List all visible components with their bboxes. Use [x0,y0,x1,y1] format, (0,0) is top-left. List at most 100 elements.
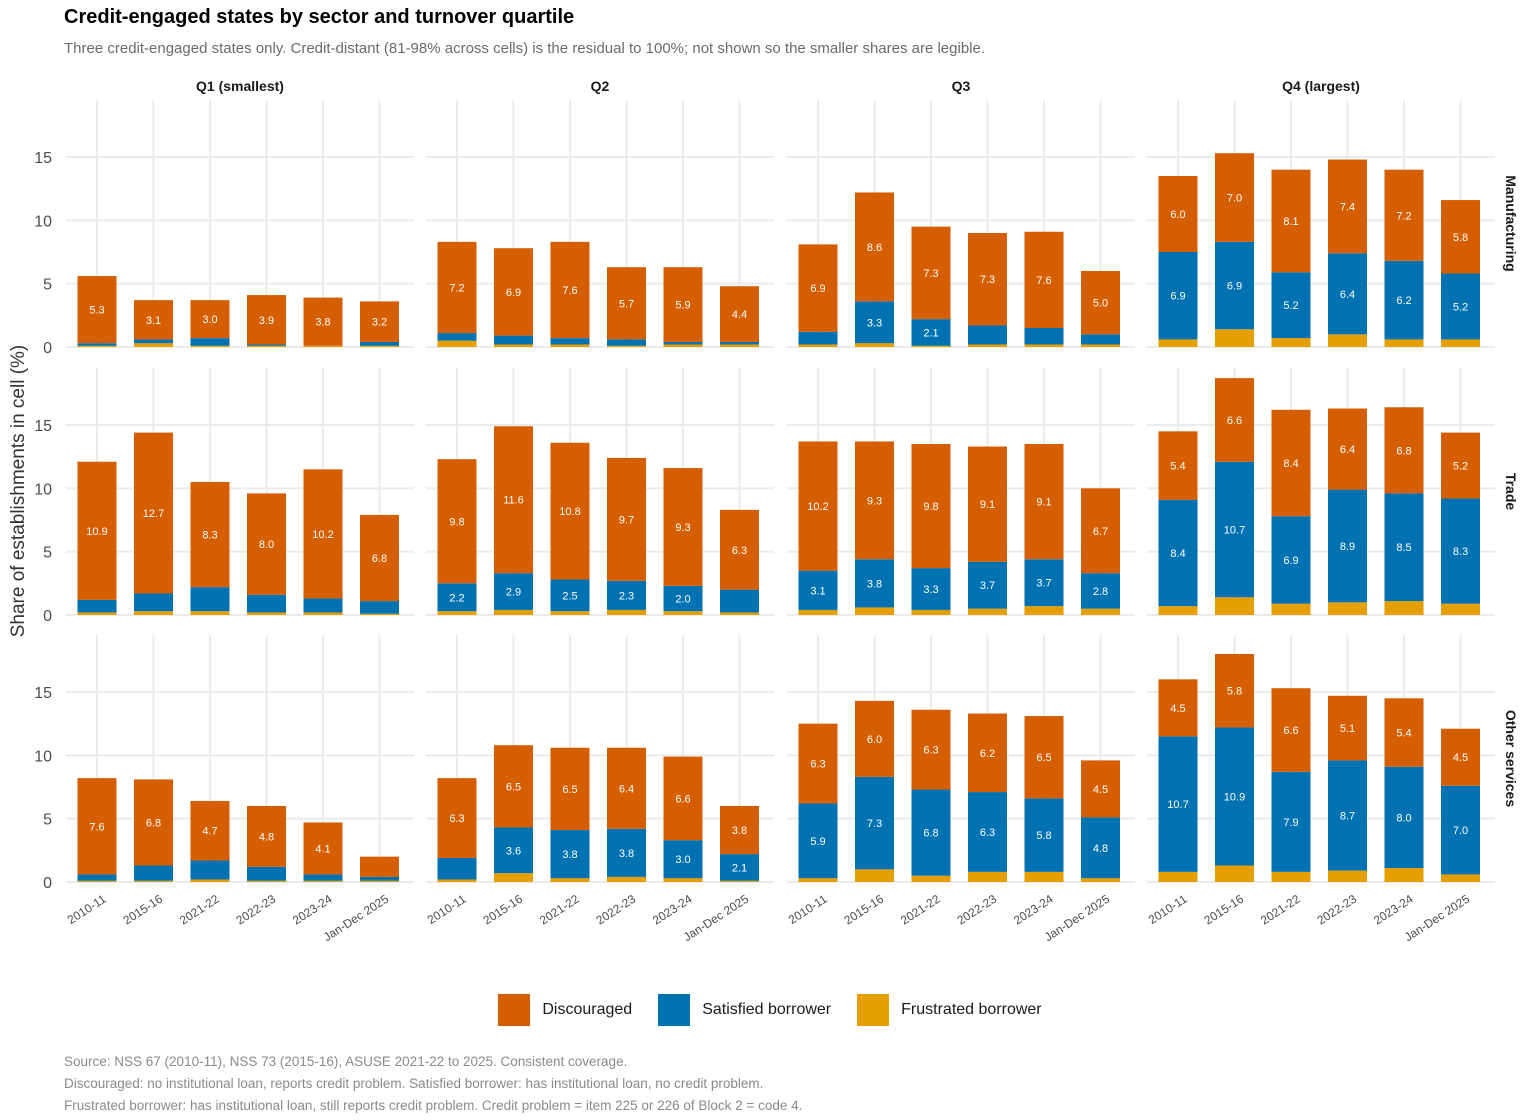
data-label-satisfied-borrower: 3.8 [619,848,634,860]
data-label-discouraged: 5.3 [89,305,104,317]
bar-frustrated-borrower-other-services-q1-smallest [77,880,117,882]
bar-satisfied-borrower-trade-q2 [437,583,477,612]
data-label-discouraged: 4.5 [1093,784,1108,796]
bar-frustrated-borrower-trade-q3 [1024,606,1064,615]
legend-label-discouraged: Discouraged [542,1001,633,1018]
data-label-discouraged: 7.4 [1340,201,1355,213]
footer-notes: Source: NSS 67 (2010-11), NSS 73 (2015-1… [64,1051,802,1117]
data-label-satisfied-borrower: 3.3 [923,584,938,596]
data-label-discouraged: 6.9 [810,283,825,295]
bar-discouraged-manufacturing-q3 [855,192,894,302]
data-label-discouraged: 10.2 [807,501,828,513]
bar-discouraged-other-services-q4-largest [1271,688,1311,772]
bar-satisfied-borrower-other-services-q2 [663,840,703,879]
data-label-satisfied-borrower: 5.2 [1283,300,1298,312]
bar-satisfied-borrower-manufacturing-q4-largest [1215,241,1254,330]
bar-frustrated-borrower-trade-q3 [911,609,951,615]
data-label-discouraged: 7.3 [980,274,995,286]
bar-satisfied-borrower-trade-q4-largest [1384,493,1424,602]
bar-discouraged-manufacturing-q2 [720,286,759,342]
bar-satisfied-borrower-other-services-q3 [911,789,951,876]
row-strip-trade: Trade [1503,473,1519,511]
data-label-satisfied-borrower: 6.9 [1283,555,1298,567]
data-label-discouraged: 5.1 [1340,723,1355,735]
bar-discouraged-trade-q2 [720,509,759,590]
data-label-satisfied-borrower: 8.7 [1340,811,1355,823]
bar-satisfied-borrower-manufacturing-q1-smallest [190,338,230,346]
bar-discouraged-manufacturing-q1-smallest [134,300,173,340]
bar-discouraged-other-services-q3 [1024,716,1064,799]
data-label-satisfied-borrower: 3.3 [867,317,882,329]
bar-satisfied-borrower-other-services-q1-smallest [303,874,343,881]
bar-frustrated-borrower-other-services-q3 [1081,878,1120,882]
data-label-discouraged: 9.8 [449,516,464,528]
bar-discouraged-manufacturing-q1-smallest [247,295,286,345]
bar-frustrated-borrower-trade-q3 [798,609,838,615]
bar-discouraged-other-services-q1-smallest [190,800,230,861]
bar-discouraged-other-services-q4-largest [1215,654,1254,728]
legend-swatch-frustrated [857,994,890,1026]
bar-discouraged-manufacturing-q3 [1024,231,1064,328]
bar-frustrated-borrower-other-services-q1-smallest [360,880,399,882]
bar-frustrated-borrower-trade-q2 [663,611,703,615]
bar-discouraged-manufacturing-q2 [494,248,533,336]
bar-discouraged-trade-q1-smallest [77,461,117,600]
data-label-discouraged: 4.5 [1453,752,1468,764]
data-label-satisfied-borrower: 5.2 [1453,301,1468,313]
bar-satisfied-borrower-manufacturing-q2 [550,338,590,345]
x-tick-label: 2010-11 [425,892,469,927]
bar-discouraged-other-services-q2 [437,778,477,858]
bar-frustrated-borrower-other-services-q1-smallest [134,880,173,882]
bar-frustrated-borrower-trade-q4-largest [1328,602,1367,615]
bar-discouraged-trade-q2 [550,442,590,580]
bar-satisfied-borrower-other-services-q3 [968,792,1007,872]
bar-discouraged-trade-q4-largest [1215,378,1254,462]
data-label-satisfied-borrower: 2.9 [506,587,521,599]
bar-satisfied-borrower-trade-q3 [798,570,838,610]
data-label-satisfied-borrower: 6.2 [1396,295,1411,307]
data-label-discouraged: 6.6 [675,793,690,805]
bar-frustrated-borrower-manufacturing-q3 [798,344,838,347]
bar-discouraged-trade-q4-largest [1384,407,1424,494]
bar-satisfied-borrower-trade-q1-smallest [303,598,343,613]
data-label-discouraged: 6.5 [562,784,577,796]
data-label-satisfied-borrower: 8.5 [1396,542,1411,554]
bar-discouraged-manufacturing-q4-largest [1271,169,1311,273]
bar-discouraged-other-services-q4-largest [1158,679,1198,737]
bar-frustrated-borrower-manufacturing-q1-smallest [247,345,286,347]
bar-satisfied-borrower-other-services-q4-largest [1271,771,1311,872]
bar-satisfied-borrower-trade-q3 [855,559,894,608]
data-label-discouraged: 3.0 [202,314,217,326]
footer-note-frustrated: Frustrated borrower: has institutional l… [64,1098,803,1113]
y-tick-label: 10 [34,748,52,765]
y-tick-label: 5 [43,545,52,562]
data-label-discouraged: 8.1 [1283,216,1298,228]
bar-satisfied-borrower-other-services-q3 [1024,798,1064,872]
data-label-discouraged: 6.3 [923,745,938,757]
bar-satisfied-borrower-trade-q2 [663,585,703,612]
bar-discouraged-other-services-q2 [720,806,759,855]
bar-satisfied-borrower-trade-q1-smallest [190,587,230,612]
bar-satisfied-borrower-trade-q4-largest [1328,489,1367,603]
y-axis-title: Share of establishments in cell (%) [8,345,29,638]
bar-discouraged-manufacturing-q2 [607,267,646,340]
bar-frustrated-borrower-other-services-q3 [798,878,838,882]
bar-satisfied-borrower-other-services-q3 [855,776,894,870]
bar-discouraged-other-services-q1-smallest [134,779,173,866]
data-label-satisfied-borrower: 2.8 [1093,586,1108,598]
bar-satisfied-borrower-manufacturing-q3 [1024,328,1064,345]
data-label-discouraged: 5.0 [1093,298,1108,310]
data-label-satisfied-borrower: 5.9 [810,836,825,848]
bar-satisfied-borrower-manufacturing-q3 [855,301,894,344]
bar-satisfied-borrower-manufacturing-q4-largest [1328,253,1367,335]
bar-discouraged-other-services-q2 [663,756,703,841]
bar-satisfied-borrower-other-services-q2 [550,830,590,879]
bar-satisfied-borrower-other-services-q4-largest [1158,736,1198,872]
data-label-discouraged: 7.6 [89,821,104,833]
bar-frustrated-borrower-manufacturing-q2 [720,344,759,347]
footer-note-definitions: Discouraged: no institutional loan, repo… [64,1076,764,1091]
data-label-satisfied-borrower: 8.3 [1453,546,1468,558]
data-label-satisfied-borrower: 6.9 [1170,291,1185,303]
bar-discouraged-other-services-q1-smallest [77,778,117,875]
bar-frustrated-borrower-manufacturing-q4-largest [1158,339,1198,347]
